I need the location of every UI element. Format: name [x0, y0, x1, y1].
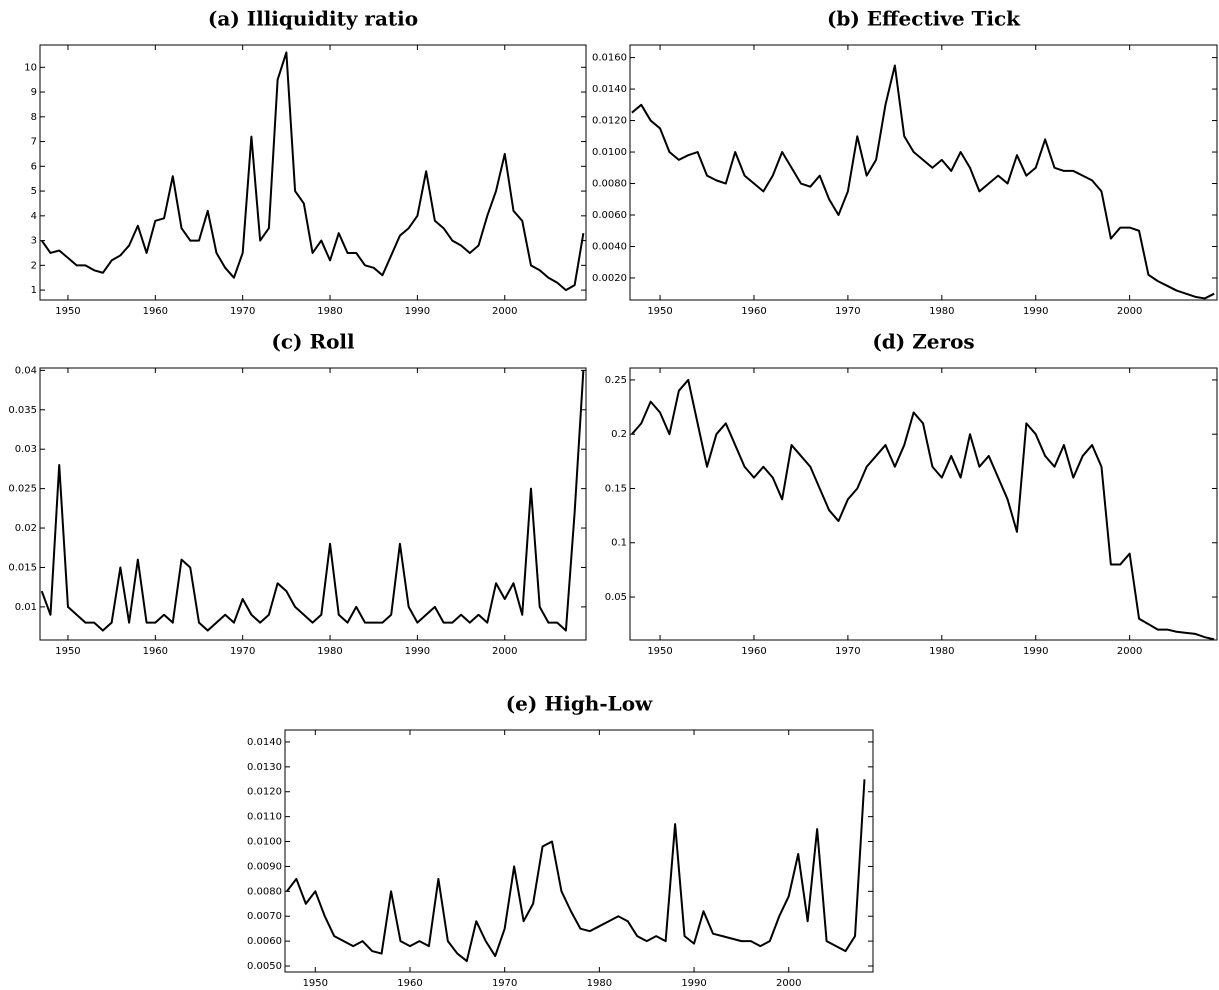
y-tick-label: 2: [31, 260, 37, 271]
y-tick-label: 7: [31, 137, 37, 148]
y-tick-label: 0.025: [8, 484, 37, 495]
y-tick-label: 0.0050: [247, 961, 282, 972]
x-tick-label: 2000: [492, 646, 517, 657]
plot-frame: [629, 367, 1218, 641]
plot-frame: [39, 44, 587, 301]
y-tick-label: 0.0020: [592, 273, 627, 284]
x-tick-label: 1980: [929, 646, 954, 657]
data-line: [286, 779, 866, 963]
y-tick-label: 0.25: [605, 375, 627, 386]
chart-title: (b) Effective Tick: [827, 7, 1021, 31]
y-tick-label: 0.04: [15, 365, 37, 376]
x-tick-label: 1970: [835, 646, 860, 657]
y-tick-label: 0.0100: [247, 837, 282, 848]
x-tick-label: 1970: [230, 306, 255, 317]
x-tick-label: 2000: [1117, 646, 1142, 657]
x-tick-label: 1960: [143, 646, 168, 657]
y-tick-label: 0.0110: [247, 812, 282, 823]
y-tick-label: 0.0160: [592, 53, 627, 64]
x-tick-label: 1960: [741, 306, 766, 317]
y-tick-label: 0.035: [8, 405, 37, 416]
chart-title: (e) High-Low: [506, 692, 653, 716]
y-tick-label: 0.0060: [247, 936, 282, 947]
y-tick-label: 0.05: [605, 592, 627, 603]
x-tick-label: 1960: [397, 978, 422, 989]
x-tick-label: 1950: [647, 646, 672, 657]
data-line: [40, 370, 585, 632]
x-tick-label: 1990: [681, 978, 706, 989]
y-tick-label: 0.0120: [247, 787, 282, 798]
y-tick-label: 3: [31, 236, 37, 247]
y-tick-label: 5: [31, 186, 37, 197]
y-tick-label: 0.15: [605, 483, 627, 494]
y-tick-label: 0.0120: [592, 116, 627, 127]
y-tick-label: 0.2: [611, 429, 627, 440]
x-tick-label: 1970: [492, 978, 517, 989]
y-tick-label: 0.0130: [247, 762, 282, 773]
chart-title: (c) Roll: [271, 330, 355, 354]
x-tick-label: 2000: [492, 306, 517, 317]
data-line: [40, 51, 585, 292]
plot-frame: [284, 729, 874, 973]
y-tick-label: 0.0100: [592, 147, 627, 158]
x-tick-label: 1980: [317, 646, 342, 657]
y-tick-label: 0.0080: [592, 179, 627, 190]
chart-title: (a) Illiquidity ratio: [208, 7, 418, 31]
y-tick-label: 0.015: [8, 562, 37, 573]
x-tick-label: 1980: [587, 978, 612, 989]
chart-title: (d) Zeros: [872, 330, 974, 354]
x-tick-label: 1970: [230, 646, 255, 657]
x-tick-label: 1960: [143, 306, 168, 317]
y-tick-label: 1: [31, 285, 37, 296]
x-tick-label: 1980: [929, 306, 954, 317]
y-tick-label: 6: [31, 161, 37, 172]
y-tick-label: 4: [31, 211, 37, 222]
plot-frame: [39, 367, 587, 641]
x-tick-label: 2000: [776, 978, 801, 989]
y-tick-label: 0.0140: [592, 84, 627, 95]
data-line: [631, 64, 1215, 300]
y-tick-label: 0.03: [15, 444, 37, 455]
y-tick-label: 9: [31, 87, 37, 98]
x-tick-label: 2000: [1117, 306, 1142, 317]
y-tick-label: 0.0070: [247, 911, 282, 922]
x-tick-label: 1970: [835, 306, 860, 317]
x-tick-label: 1990: [405, 646, 430, 657]
x-tick-label: 1950: [647, 306, 672, 317]
x-tick-label: 1950: [55, 306, 80, 317]
x-tick-label: 1950: [303, 978, 328, 989]
y-tick-label: 0.02: [15, 523, 37, 534]
y-tick-label: 0.1: [611, 538, 627, 549]
y-tick-label: 0.0080: [247, 886, 282, 897]
y-tick-label: 8: [31, 112, 37, 123]
y-tick-label: 10: [24, 62, 37, 73]
x-tick-label: 1990: [1023, 306, 1048, 317]
y-tick-label: 0.0090: [247, 861, 282, 872]
x-tick-label: 1980: [317, 306, 342, 317]
y-tick-label: 0.0060: [592, 210, 627, 221]
plot-frame: [629, 44, 1218, 301]
y-tick-label: 0.0040: [592, 241, 627, 252]
data-line: [631, 378, 1215, 641]
x-tick-label: 1990: [405, 306, 430, 317]
y-tick-label: 0.01: [15, 602, 37, 613]
x-tick-label: 1960: [741, 646, 766, 657]
y-tick-label: 0.0140: [247, 737, 282, 748]
x-tick-label: 1950: [55, 646, 80, 657]
x-tick-label: 1990: [1023, 646, 1048, 657]
